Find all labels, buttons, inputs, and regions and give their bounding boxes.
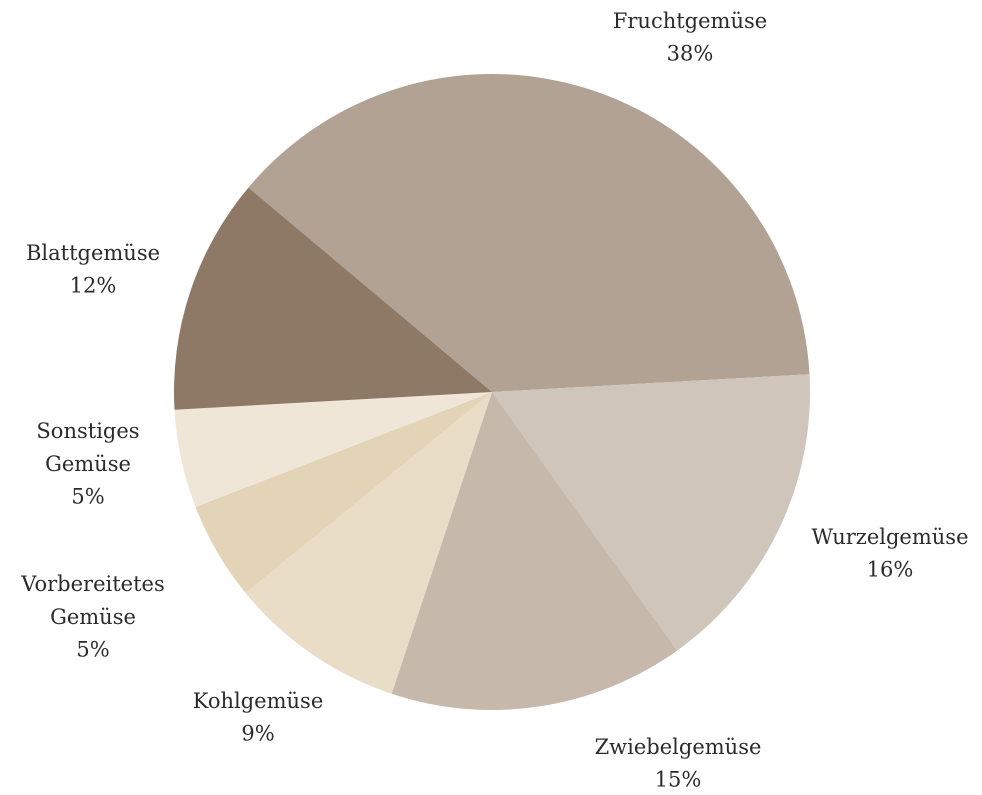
pie-slice [195,392,492,593]
pie-slice [174,392,492,507]
label-line: Sonstiges [36,419,139,443]
label-line: Wurzelgemüse [811,525,968,549]
slice-value-label: 12% [70,274,117,298]
slice-label: Wurzelgemüse [811,525,968,549]
pie-slice [248,73,810,392]
label-line: Zwiebelgemüse [595,735,762,759]
label-line: Kohlgemüse [193,689,324,713]
slice-label: Kohlgemüse [193,689,324,713]
slice-label: Sonstiges Gemüse [36,419,139,476]
slice-value-label: 15% [655,768,702,792]
slice-value-label: 9% [241,722,274,746]
slice-value-label: 5% [76,638,109,662]
label-line: Gemüse [50,605,136,629]
slice-value-label: 5% [71,485,104,509]
slice-label: Fruchtgemüse [613,9,767,33]
slice-label: Zwiebelgemüse [595,735,762,759]
pie-slice [492,374,810,651]
pie-slice [391,392,678,710]
pie-slice [173,187,492,410]
slice-label: Vorbereitetes Gemüse [20,572,164,629]
pie-slice [245,392,492,694]
slice-value-label: 16% [867,558,914,582]
slice-label: Blattgemüse [26,241,160,265]
label-line: Blattgemüse [26,241,160,265]
label-line: Fruchtgemüse [613,9,767,33]
label-line: Gemüse [45,452,131,476]
slice-value-label: 38% [667,42,714,66]
label-line: Vorbereitetes [20,572,164,596]
